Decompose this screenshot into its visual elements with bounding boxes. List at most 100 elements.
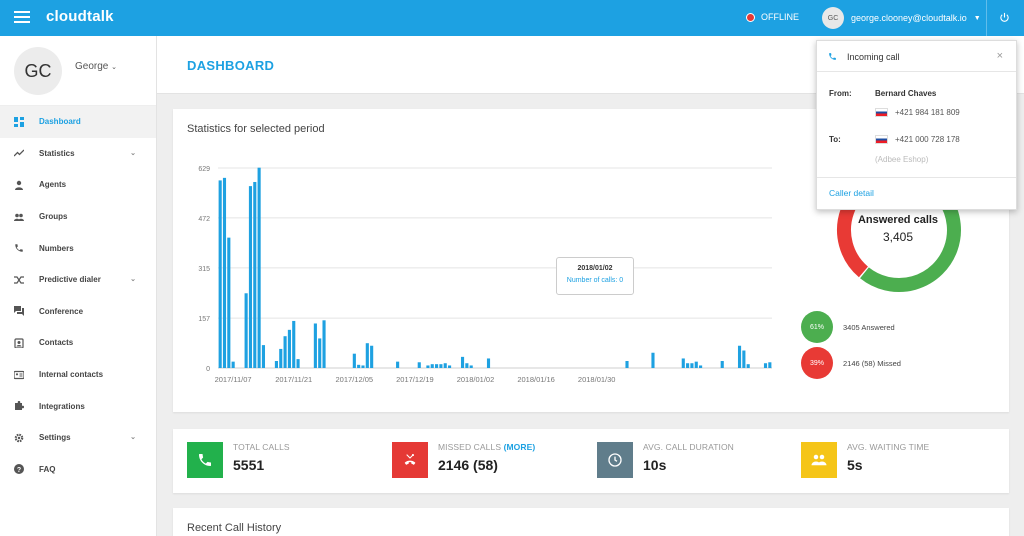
popup-to-number: +421 000 728 178: [875, 135, 960, 145]
sidebar-item-label: Settings: [39, 433, 71, 443]
sidebar-item-label: Statistics: [39, 148, 75, 158]
status-dot-icon: [746, 12, 755, 22]
sidebar-item-settings[interactable]: Settings ⌄: [0, 422, 156, 454]
sidebar-item-label: Integrations: [39, 401, 85, 411]
slovakia-flag-icon: [875, 135, 888, 145]
kpi-avg-call-duration-value: 10s: [643, 457, 667, 473]
forum-icon: [14, 306, 24, 317]
account-menu[interactable]: GC george.clooney@cloudtalk.io ▼: [822, 7, 981, 29]
kpi-missed-calls-label: MISSED CALLS (MORE): [438, 442, 535, 452]
legend-answered: 61% 3405 Answered: [801, 311, 895, 343]
people-icon: [14, 212, 24, 222]
popup-to-label: To:: [829, 135, 841, 144]
more-link[interactable]: (MORE): [503, 442, 536, 452]
power-icon[interactable]: [999, 12, 1010, 23]
kpi-total-calls-label: TOTAL CALLS: [233, 442, 290, 452]
profile-block: GC George ⌄: [0, 36, 156, 106]
kpi-avg-waiting-time: AVG. WAITING TIME 5s: [801, 442, 929, 480]
avatar: GC: [822, 7, 844, 29]
sidebar-item-numbers[interactable]: Numbers: [0, 232, 156, 264]
sidebar-item-statistics[interactable]: Statistics ⌄: [0, 138, 156, 170]
legend-answered-badge: 61%: [801, 311, 833, 343]
popup-to-company: (Adbee Eshop): [875, 155, 928, 164]
kpi-missed-calls-value: 2146 (58): [438, 457, 498, 473]
missed-call-icon: [392, 442, 428, 478]
status-toggle[interactable]: OFFLINE: [746, 12, 799, 22]
gear-icon: [14, 433, 24, 443]
contacts-icon: [14, 338, 24, 348]
profile-user-menu[interactable]: George ⌄: [75, 61, 117, 72]
popup-header: Incoming call ×: [817, 41, 1016, 72]
close-icon[interactable]: ×: [996, 50, 1003, 62]
kpi-total-calls-value: 5551: [233, 457, 265, 473]
group-icon: [801, 442, 837, 478]
chevron-down-icon: ⌄: [111, 64, 118, 71]
puzzle-icon: [14, 401, 24, 411]
incoming-call-popup: Incoming call × From: Bernard Chaves +42…: [816, 40, 1017, 210]
kpi-card: TOTAL CALLS 5551 MISSED CALLS (MORE) 214…: [173, 429, 1009, 493]
kpi-avg-waiting-time-label: AVG. WAITING TIME: [847, 442, 930, 452]
legend-missed-badge: 39%: [801, 347, 833, 379]
sidebar-item-label: Groups: [39, 212, 68, 222]
caller-number: +421 984 181 809: [895, 108, 960, 117]
svg-text:?: ?: [17, 467, 21, 474]
kpi-avg-call-duration: AVG. CALL DURATION 10s: [597, 442, 734, 480]
sidebar-item-label: Agents: [39, 180, 67, 190]
menu-icon[interactable]: [14, 11, 30, 25]
profile-name: George: [75, 61, 109, 72]
kpi-missed-calls-label-text: MISSED CALLS: [438, 442, 502, 452]
sidebar-item-conference[interactable]: Conference: [0, 296, 156, 328]
divider: [986, 0, 987, 36]
tooltip-value: Number of calls: 0: [566, 277, 624, 284]
shuffle-icon: [14, 275, 24, 285]
phone-icon: [829, 53, 836, 60]
tooltip-date: 2018/01/02: [577, 265, 613, 272]
caret-down-icon: ▼: [973, 14, 981, 22]
kpi-missed-calls: MISSED CALLS (MORE) 2146 (58): [392, 442, 535, 480]
chevron-down-icon: ⌄: [130, 275, 136, 283]
caller-detail-link[interactable]: Caller detail: [829, 188, 874, 198]
caller-name: Bernard Chaves: [875, 89, 937, 98]
status-label: OFFLINE: [761, 12, 800, 22]
sidebar-item-label: Contacts: [39, 338, 74, 348]
sidebar-item-faq[interactable]: ? FAQ: [0, 454, 156, 486]
sidebar-item-internal-contacts[interactable]: Internal contacts: [0, 359, 156, 391]
donut-center: Answered calls 3,405: [848, 214, 948, 244]
sidebar-item-label: Numbers: [39, 243, 74, 253]
statistics-title: Statistics for selected period: [187, 123, 325, 135]
from-label: From:: [829, 89, 852, 98]
phone-icon: [14, 243, 24, 253]
slovakia-flag-icon: [875, 108, 888, 118]
chevron-down-icon: ⌄: [130, 149, 136, 157]
to-company: (Adbee Eshop): [875, 155, 929, 164]
profile-avatar: GC: [14, 47, 62, 95]
sidebar-item-dashboard[interactable]: Dashboard: [0, 106, 156, 138]
sidebar-item-label: Dashboard: [39, 117, 81, 127]
person-icon: [14, 180, 24, 190]
sidebar-item-contacts[interactable]: Contacts: [0, 327, 156, 359]
legend-missed-label: 2146 (58) Missed: [843, 358, 901, 368]
sidebar: GC George ⌄ Dashboard Statistics ⌄ Agents Gr…: [0, 36, 157, 536]
to-number: +421 000 728 178: [895, 135, 960, 144]
trending-icon: [14, 148, 24, 158]
sidebar-item-integrations[interactable]: Integrations: [0, 390, 156, 422]
sidebar-item-label: Predictive dialer: [39, 275, 101, 285]
chart-tooltip: 2018/01/02 Number of calls: 0: [556, 257, 634, 295]
sidebar-item-label: Conference: [39, 306, 84, 316]
sidebar-item-groups[interactable]: Groups: [0, 201, 156, 233]
dashboard-icon: [14, 116, 24, 127]
kpi-total-calls: TOTAL CALLS 5551: [187, 442, 290, 480]
recent-call-history-card: Recent Call History: [173, 508, 1009, 536]
sidebar-item-agents[interactable]: Agents: [0, 169, 156, 201]
legend-answered-label: 3405 Answered: [843, 322, 895, 332]
popup-caller-name: Bernard Chaves: [875, 89, 936, 98]
clock-icon: [597, 442, 633, 478]
app-logo[interactable]: cloudtalk: [46, 8, 114, 25]
id-card-icon: [14, 370, 24, 380]
kpi-avg-waiting-time-value: 5s: [847, 457, 863, 473]
sidebar-item-predictive-dialer[interactable]: Predictive dialer ⌄: [0, 264, 156, 296]
to-label: To:: [829, 135, 841, 144]
donut-title: Answered calls: [857, 214, 939, 226]
page-title: DASHBOARD: [187, 58, 275, 73]
top-bar: cloudtalk OFFLINE GC george.clooney@clou…: [0, 0, 1024, 36]
